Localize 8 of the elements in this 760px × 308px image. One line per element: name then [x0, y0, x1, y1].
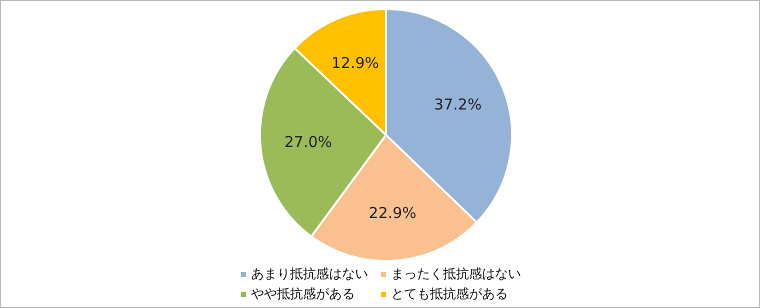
legend-label: やや抵抗感がある: [251, 286, 355, 303]
data-label: 27.0%: [284, 132, 332, 151]
legend-label: あまり抵抗感はない: [251, 266, 368, 283]
data-label: 12.9%: [331, 54, 380, 72]
data-label: 22.9%: [368, 204, 416, 222]
legend-label: とても抵抗感がある: [391, 286, 508, 303]
data-label: 37.2%: [434, 95, 482, 114]
legend-label: まったく抵抗感はない: [391, 266, 521, 283]
